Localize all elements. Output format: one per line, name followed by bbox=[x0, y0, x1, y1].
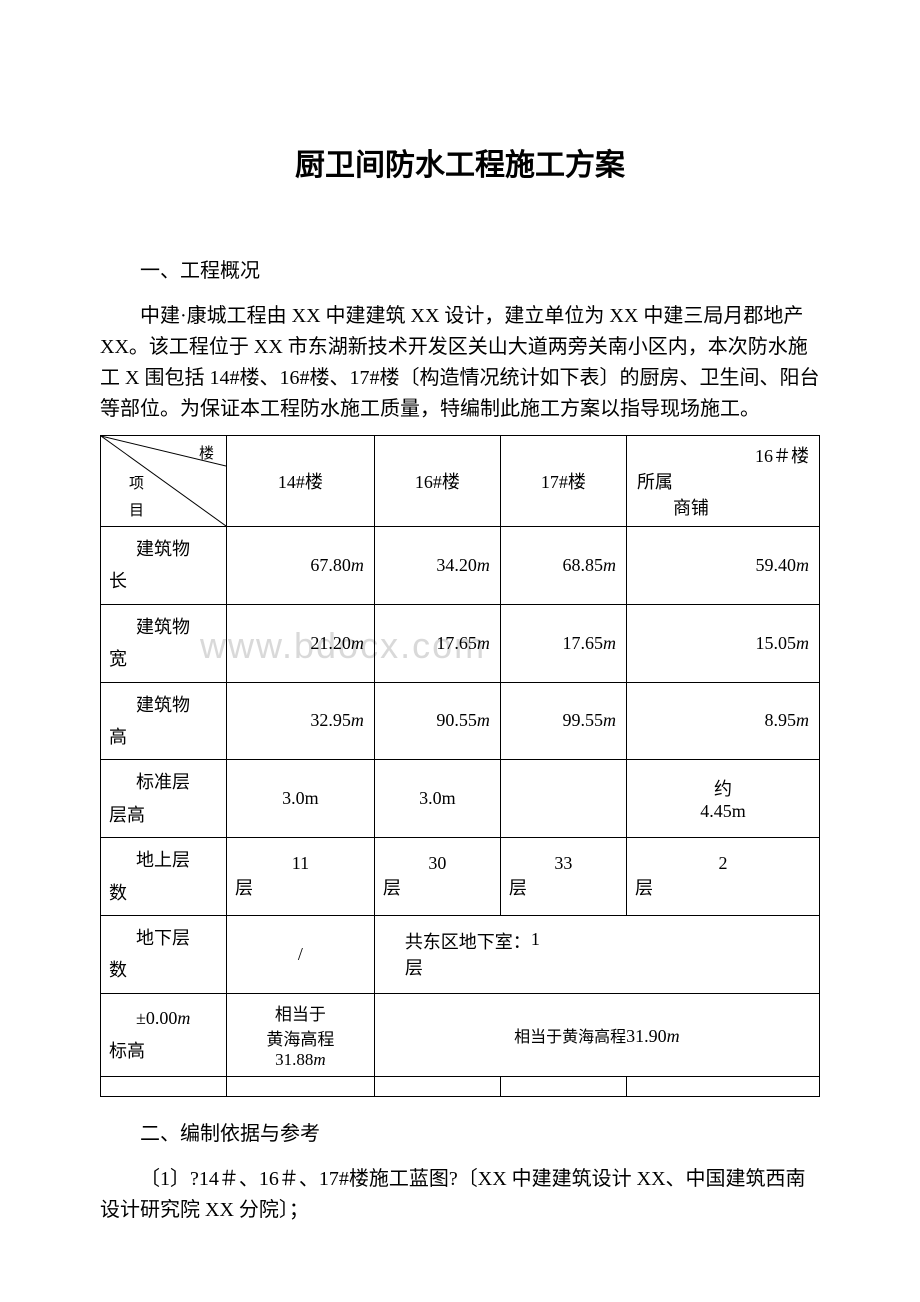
cell: 67.80m bbox=[227, 527, 375, 605]
col-header-2: 16#楼 bbox=[374, 436, 500, 527]
cell: / bbox=[227, 915, 375, 993]
cell: 约 4.45m bbox=[626, 760, 819, 838]
diag-label-mid: 项 bbox=[129, 472, 144, 493]
page-title: 厨卫间防水工程施工方案 bbox=[100, 140, 820, 184]
table-row: 标准层 层高 3.0m 3.0m 约 4.45m bbox=[101, 760, 820, 838]
table-row: 地上层 数 11 层 30 层 33 层 2 层 bbox=[101, 838, 820, 916]
cell-merged: 共东区地下室：1 层 bbox=[374, 915, 819, 993]
section-2-heading: 二、编制依据与参考 bbox=[100, 1117, 820, 1146]
section-2-item-1: 〔1〕?14＃、16＃、17#楼施工蓝图?〔XX 中建建筑设计 XX、中国建筑西… bbox=[100, 1164, 820, 1226]
table-empty-row bbox=[101, 1076, 820, 1096]
cell bbox=[227, 1076, 375, 1096]
cell: 相当于 黄海高程 31.88m bbox=[227, 993, 375, 1076]
diag-label-bot: 目 bbox=[129, 499, 144, 520]
building-spec-table: 楼 项 目 14#楼 16#楼 17#楼 16＃楼 所属 商铺 建筑物 长 67… bbox=[100, 435, 820, 1097]
cell: 17.65m bbox=[374, 604, 500, 682]
cell: 21.20m bbox=[227, 604, 375, 682]
cell: 3.0m bbox=[227, 760, 375, 838]
row-label: 标准层 层高 bbox=[101, 760, 227, 838]
cell: 30 层 bbox=[374, 838, 500, 916]
cell: 32.95m bbox=[227, 682, 375, 760]
cell: 68.85m bbox=[500, 527, 626, 605]
row-label: 地上层 数 bbox=[101, 838, 227, 916]
table-row: 地下层 数 / 共东区地下室：1 层 bbox=[101, 915, 820, 993]
row-label: 建筑物 长 bbox=[101, 527, 227, 605]
cell: 99.55m bbox=[500, 682, 626, 760]
cell: 3.0m bbox=[374, 760, 500, 838]
cell: 2 层 bbox=[626, 838, 819, 916]
cell: 59.40m bbox=[626, 527, 819, 605]
cell: 17.65m bbox=[500, 604, 626, 682]
cell: 34.20m bbox=[374, 527, 500, 605]
table-row: ±0.00m 标高 相当于 黄海高程 31.88m 相当于黄海高程31.90m bbox=[101, 993, 820, 1076]
row-label: ±0.00m 标高 bbox=[101, 993, 227, 1076]
section-1-heading: 一、工程概况 bbox=[100, 254, 820, 283]
cell bbox=[500, 760, 626, 838]
table-row: 建筑物 长 67.80m 34.20m 68.85m 59.40m bbox=[101, 527, 820, 605]
col-header-1: 14#楼 bbox=[227, 436, 375, 527]
section-1-paragraph: 中建·康城工程由 XX 中建建筑 XX 设计，建立单位为 XX 中建三局月郡地产… bbox=[100, 301, 820, 425]
diagonal-header-cell: 楼 项 目 bbox=[101, 436, 227, 527]
row-label: 建筑物 高 bbox=[101, 682, 227, 760]
cell bbox=[374, 1076, 500, 1096]
col-header-4: 16＃楼 所属 商铺 bbox=[626, 436, 819, 527]
cell bbox=[626, 1076, 819, 1096]
cell: 33 层 bbox=[500, 838, 626, 916]
col-header-3: 17#楼 bbox=[500, 436, 626, 527]
cell: 90.55m bbox=[374, 682, 500, 760]
cell bbox=[500, 1076, 626, 1096]
row-label: 地下层 数 bbox=[101, 915, 227, 993]
diag-label-top: 楼 bbox=[199, 442, 214, 463]
table-row: 建筑物 宽 21.20m 17.65m 17.65m 15.05m bbox=[101, 604, 820, 682]
cell bbox=[101, 1076, 227, 1096]
table-row: 建筑物 高 32.95m 90.55m 99.55m 8.95m bbox=[101, 682, 820, 760]
cell: 11 层 bbox=[227, 838, 375, 916]
cell: 8.95m bbox=[626, 682, 819, 760]
cell-merged: 相当于黄海高程31.90m bbox=[374, 993, 819, 1076]
cell: 15.05m bbox=[626, 604, 819, 682]
table-header-row: 楼 项 目 14#楼 16#楼 17#楼 16＃楼 所属 商铺 bbox=[101, 436, 820, 527]
row-label: 建筑物 宽 bbox=[101, 604, 227, 682]
